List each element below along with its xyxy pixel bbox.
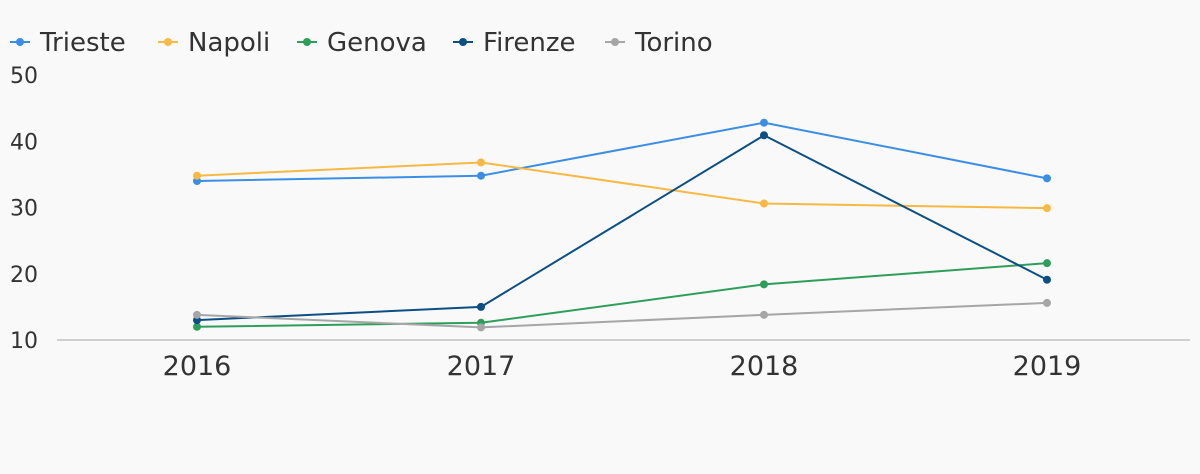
series-line	[196, 301, 1048, 329]
y-tick-label: 40	[10, 130, 38, 155]
legend-item-torino[interactable]: Torino	[605, 28, 713, 58]
data-point[interactable]	[193, 310, 201, 319]
data-point[interactable]	[760, 310, 768, 319]
legend-label: Napoli	[188, 28, 270, 58]
data-point[interactable]	[1043, 204, 1051, 213]
data-point[interactable]	[477, 158, 485, 167]
series-torino	[193, 298, 1051, 332]
legend-swatch-marker	[611, 38, 619, 46]
x-axis-ticks: 2016 2017 2018 2019	[163, 351, 1082, 382]
x-tick-label: 2016	[163, 351, 232, 382]
legend-label: Genova	[327, 28, 427, 58]
legend-item-trieste[interactable]: Trieste	[10, 28, 126, 58]
data-point[interactable]	[477, 171, 485, 180]
series-line	[196, 121, 1048, 182]
data-point[interactable]	[477, 323, 485, 332]
y-tick-label: 20	[10, 263, 38, 288]
series-genova	[193, 259, 1051, 331]
series-napoli	[193, 158, 1051, 213]
series-firenze	[193, 131, 1051, 325]
data-point[interactable]	[760, 280, 768, 289]
x-tick-label: 2017	[447, 351, 516, 382]
legend-swatch-marker	[459, 38, 467, 46]
series-trieste	[193, 118, 1051, 185]
legend: Trieste Napoli Genova Firenze Torino	[10, 28, 713, 58]
data-point[interactable]	[1043, 174, 1051, 183]
series-line	[196, 134, 1048, 322]
legend-item-genova[interactable]: Genova	[297, 28, 427, 58]
x-tick-label: 2019	[1013, 351, 1082, 382]
legend-label: Trieste	[39, 28, 126, 58]
legend-swatch-marker	[303, 38, 311, 46]
data-point[interactable]	[1043, 275, 1051, 284]
data-point[interactable]	[193, 322, 201, 331]
y-tick-label: 30	[10, 197, 38, 222]
legend-item-firenze[interactable]: Firenze	[453, 28, 576, 58]
data-point[interactable]	[1043, 259, 1051, 268]
data-point[interactable]	[760, 118, 768, 127]
data-point[interactable]	[477, 302, 485, 311]
legend-swatch-marker	[164, 38, 172, 46]
data-point[interactable]	[1043, 298, 1051, 307]
series-layer	[193, 118, 1051, 332]
data-point[interactable]	[760, 131, 768, 140]
legend-label: Torino	[634, 28, 713, 58]
y-tick-label: 50	[10, 64, 38, 89]
series-line	[196, 161, 1048, 210]
legend-label: Firenze	[483, 28, 576, 58]
y-tick-label: 10	[10, 329, 38, 354]
data-point[interactable]	[193, 171, 201, 180]
data-point[interactable]	[760, 199, 768, 208]
x-tick-label: 2018	[730, 351, 799, 382]
legend-swatch-marker	[16, 38, 24, 46]
series-line	[196, 262, 1048, 328]
y-axis-ticks: 10 20 30 40 50	[10, 64, 38, 354]
legend-item-napoli[interactable]: Napoli	[158, 28, 270, 58]
